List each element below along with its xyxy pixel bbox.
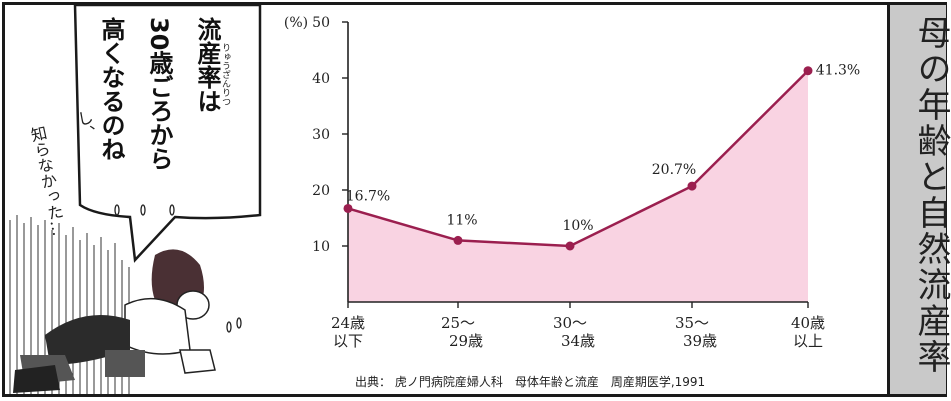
x-tick-label: 25～ (441, 314, 475, 332)
y-tick-label: 20 (312, 183, 330, 199)
y-tick-label: 40 (312, 71, 330, 87)
data-point (453, 235, 463, 245)
data-label: 16.7% (346, 188, 390, 204)
speech-bubble (73, 5, 262, 263)
data-label: 11% (446, 212, 477, 228)
illustration-drawing (9, 5, 262, 394)
panel-title: 母の年齢と自然流産率 (911, 15, 951, 375)
y-tick-label: 30 (312, 127, 330, 143)
data-label: 41.3% (816, 63, 860, 79)
x-tick-label: 40歳 (791, 314, 825, 332)
title-panel: 母の年齢と自然流産率 (887, 5, 951, 394)
data-label: 20.7% (652, 162, 696, 178)
area-fill (348, 70, 808, 302)
illustration-panel: 高くなるのね 30歳ごろから 流産率は りゅうざんりつ 知らなかった… し、 (5, 5, 262, 394)
data-point (687, 181, 697, 191)
data-point (565, 241, 575, 251)
speech-line-1: 流産率は (193, 17, 221, 113)
data-label: 10% (562, 218, 593, 234)
x-tick-label: 24歳 (331, 314, 365, 332)
data-point (343, 203, 353, 213)
x-tick-label: 30～ (553, 314, 587, 332)
x-tick-label: 以下 (333, 332, 363, 350)
x-tick-label: 以上 (793, 332, 823, 350)
chart-source: 出典： 虎ノ門病院産婦人科 母体年齢と流産 周産期医学,1991 (355, 375, 706, 389)
y-tick-label: 10 (312, 239, 330, 255)
data-point (803, 66, 813, 76)
speech-ruby: りゅうざんりつ (220, 43, 230, 106)
speech-line-2: 30歳ごろから (145, 17, 173, 171)
x-tick-label: 35～ (675, 314, 709, 332)
y-unit-label: (%) (284, 15, 308, 31)
y-tick-label: 50 (312, 15, 330, 31)
speech-line-3: 高くなるのね (97, 17, 125, 161)
x-tick-label: 39歳 (683, 332, 717, 350)
crouching-woman (13, 249, 216, 393)
x-tick-label: 29歳 (449, 332, 483, 350)
x-tick-label: 34歳 (561, 332, 595, 350)
